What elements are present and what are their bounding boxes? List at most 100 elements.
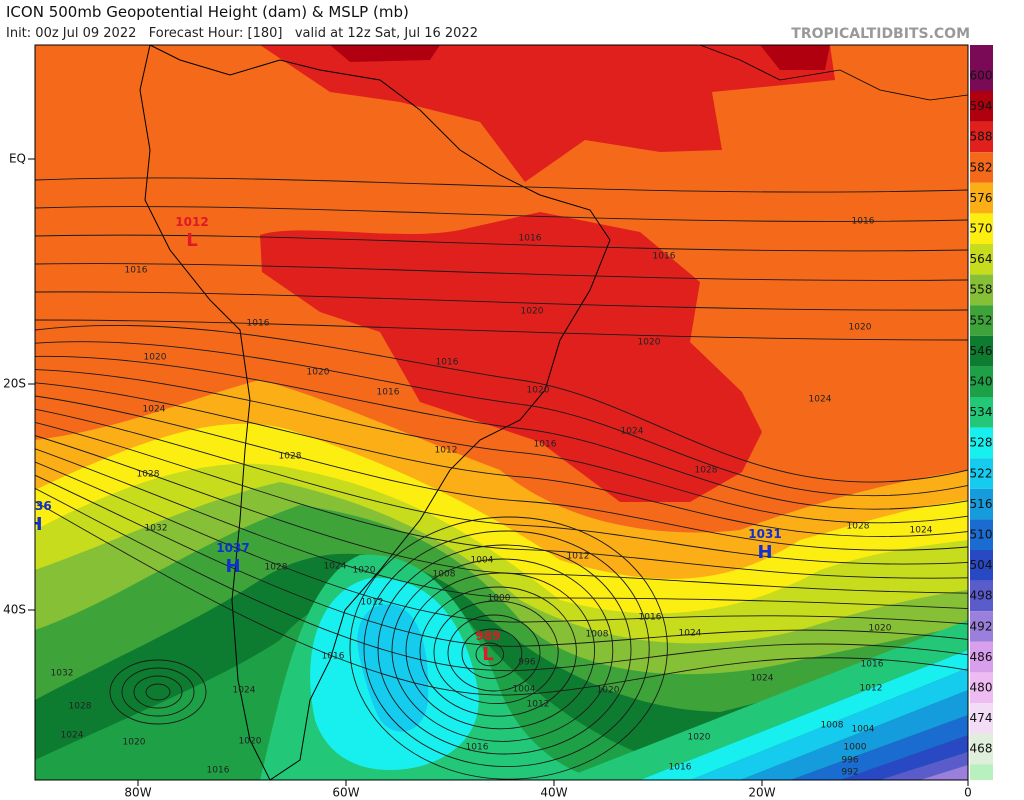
contour-label: 1020 <box>849 323 872 333</box>
colorbar-swatch <box>970 488 993 520</box>
isobar <box>377 544 632 755</box>
contour-label: 1004 <box>513 685 536 695</box>
isobar <box>35 435 968 594</box>
contour-label: 1016 <box>534 440 557 450</box>
isobar <box>121 667 195 717</box>
isobar <box>35 177 968 193</box>
colorbar-swatch <box>970 550 993 581</box>
contour-label: 1020 <box>869 624 892 634</box>
isobar <box>461 628 523 679</box>
isobar <box>35 395 968 551</box>
contour-label: 1016 <box>466 743 489 753</box>
colorbar-swatch <box>970 45 993 91</box>
colorbar-swatch <box>970 213 993 244</box>
lon-label: 20W <box>748 786 775 800</box>
colorbar-label: 528 <box>970 436 993 450</box>
contour-label: 1024 <box>679 629 702 639</box>
colorbar-label: 588 <box>970 130 993 144</box>
colorbar-label: 492 <box>970 619 993 633</box>
center-letter: H <box>225 556 240 577</box>
isobar <box>35 474 968 647</box>
isobar <box>35 488 968 672</box>
center-value: 1031 <box>748 527 781 541</box>
colorbar-swatch <box>970 764 993 780</box>
contour-label: 1020 <box>597 686 620 696</box>
contour-label: 1028 <box>69 702 92 712</box>
isobar <box>35 341 968 497</box>
contour-label: 1020 <box>353 566 376 576</box>
isobar <box>35 291 968 311</box>
contour-label: 1020 <box>521 307 544 317</box>
isobar <box>35 263 968 281</box>
center-letter: L <box>186 230 197 251</box>
colorbar-swatch <box>970 397 993 428</box>
isobar <box>35 448 968 610</box>
colorbar-label: 516 <box>970 497 993 511</box>
colorbar-label: 546 <box>970 344 993 358</box>
colorbar-swatch <box>970 703 993 734</box>
colorbar-swatch <box>970 335 993 367</box>
contour-label: 1016 <box>207 766 230 776</box>
isobar <box>35 421 968 579</box>
center-value: 1037 <box>216 541 249 555</box>
contour-label: 1020 <box>123 738 146 748</box>
contour-label: 1028 <box>279 452 302 462</box>
isobar <box>35 355 968 510</box>
isobar <box>35 461 968 625</box>
isobar <box>35 206 968 222</box>
lat-label: 40S <box>3 603 26 617</box>
colorbar-label: 480 <box>970 681 993 695</box>
colorbar-swatch <box>970 91 993 122</box>
isobar <box>35 501 968 696</box>
isobar <box>35 408 968 565</box>
contour-label: 1032 <box>51 669 74 679</box>
contour-label: 1016 <box>247 319 270 329</box>
subtitle: Init: 00z Jul 09 2022 Forecast Hour: [18… <box>6 26 478 41</box>
colorbar-swatch <box>970 458 993 489</box>
contour-label: 1028 <box>695 466 718 476</box>
isobar <box>363 530 650 768</box>
contour-label: 1000 <box>844 743 867 753</box>
colorbar-swatch <box>970 427 993 459</box>
center-value: 989 <box>475 629 500 643</box>
isobar <box>447 614 541 692</box>
colorbar-label: 600 <box>970 69 993 83</box>
contour-label: 1028 <box>137 470 160 480</box>
contour-label: 1020 <box>638 338 661 348</box>
colorbar-label: 474 <box>970 711 993 725</box>
lat-label: 20S <box>3 377 26 391</box>
map-frame <box>34 44 969 781</box>
lon-label: 40W <box>540 786 567 800</box>
contour-label: 992 <box>841 768 858 778</box>
center-value: 1012 <box>175 215 208 229</box>
center-letter: L <box>482 644 493 665</box>
source: TROPICALTIDBITS.COM <box>791 26 970 42</box>
contour-label: 1000 <box>488 594 511 604</box>
contour-label: 1024 <box>809 395 832 405</box>
contour-label: 1012 <box>435 446 458 456</box>
colorbar-label: 558 <box>970 283 993 297</box>
lon-label: 60W <box>332 786 359 800</box>
contour-label: 1008 <box>433 570 456 580</box>
colorbar-label: 540 <box>970 375 993 389</box>
isobar <box>419 586 577 717</box>
lat-label: EQ <box>9 152 26 166</box>
contour-label: 1020 <box>527 386 550 396</box>
title: ICON 500mb Geopotential Height (dam) & M… <box>6 3 409 21</box>
colorbar-swatch <box>970 366 993 397</box>
colorbar-label: 594 <box>970 99 993 113</box>
colorbar-swatch <box>970 611 993 642</box>
colorbar-swatch <box>970 519 993 550</box>
contour-label: 1024 <box>621 427 644 437</box>
colorbar-label: 576 <box>970 191 993 205</box>
isobar <box>133 675 183 709</box>
contour-label: 1024 <box>910 526 933 536</box>
colorbar-label: 486 <box>970 650 993 664</box>
colorbar-label: 564 <box>970 252 993 266</box>
contour-label: 1016 <box>322 652 345 662</box>
isobar <box>35 369 968 524</box>
contour-label: 1028 <box>265 563 288 573</box>
contour-label: 1016 <box>519 234 542 244</box>
contour-label: 1016 <box>436 358 459 368</box>
